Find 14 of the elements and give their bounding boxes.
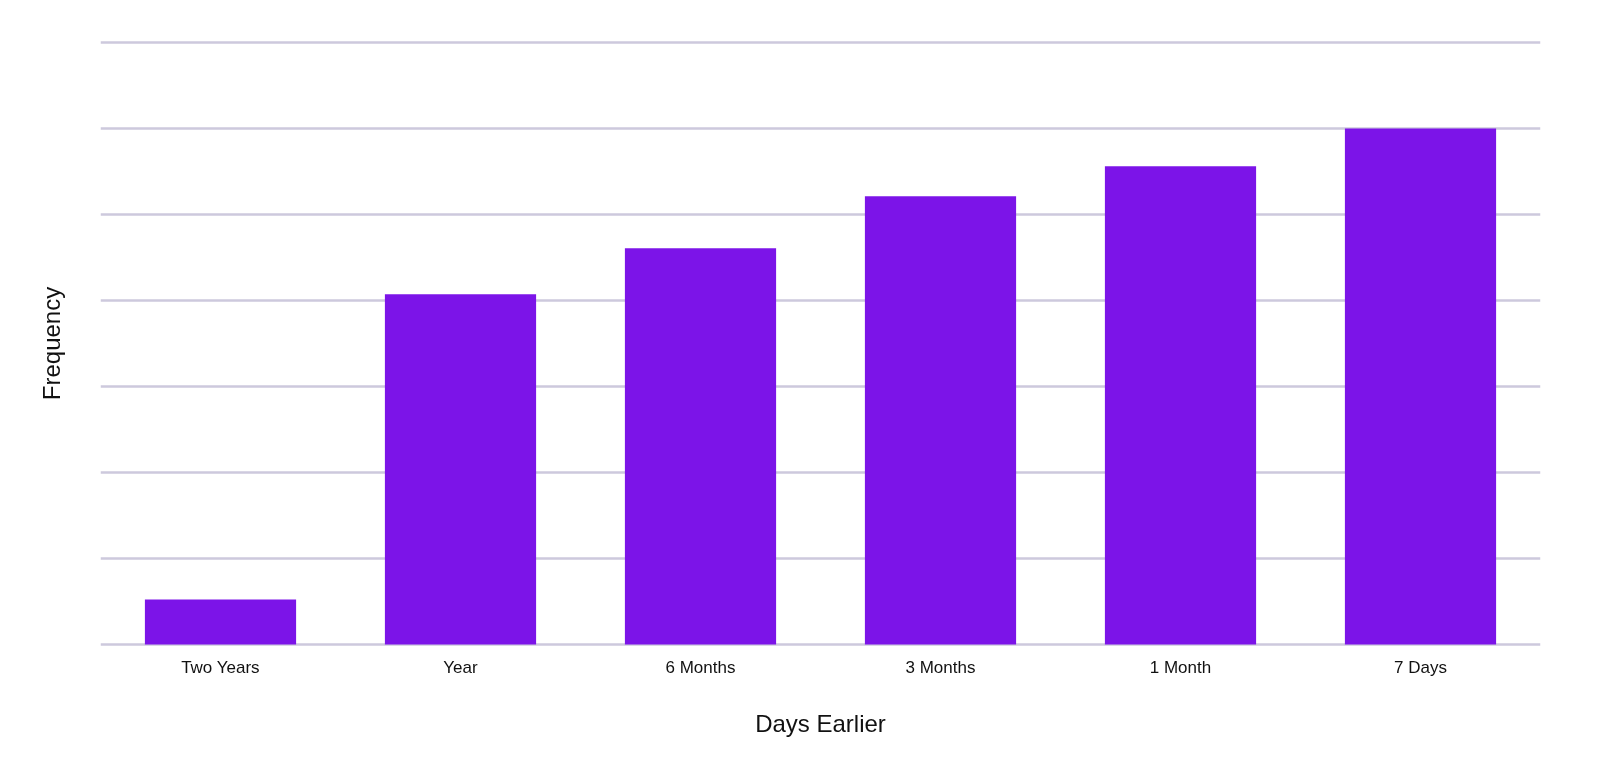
x-tick-label: 7 Days — [1394, 657, 1447, 677]
bar — [384, 294, 537, 645]
bar — [144, 599, 297, 645]
y-axis-title: Frequency — [37, 286, 65, 401]
x-tick-label: Two Years — [181, 657, 260, 677]
bar — [624, 248, 777, 645]
x-axis-title: Days Earlier — [755, 709, 886, 737]
x-tick-label: 1 Month — [1149, 657, 1212, 677]
x-tick-label: 3 Months — [905, 657, 976, 677]
bar — [1344, 128, 1497, 645]
x-tick-label: Year — [443, 657, 479, 677]
bar — [1104, 166, 1257, 645]
x-tick-label: 6 Months — [665, 657, 736, 677]
bar — [864, 196, 1017, 645]
